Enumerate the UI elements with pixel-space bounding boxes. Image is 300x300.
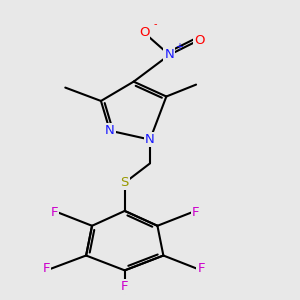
Text: -: - [154,19,157,29]
Text: N: N [145,133,155,146]
Text: O: O [194,34,204,46]
Text: F: F [43,262,50,275]
Text: N: N [105,124,115,137]
Text: S: S [121,176,129,189]
Text: F: F [198,262,205,275]
Text: F: F [121,280,128,293]
Text: F: F [50,206,58,219]
Text: +: + [175,43,183,52]
Text: N: N [164,48,174,62]
Text: O: O [139,26,149,39]
Text: F: F [192,206,199,219]
